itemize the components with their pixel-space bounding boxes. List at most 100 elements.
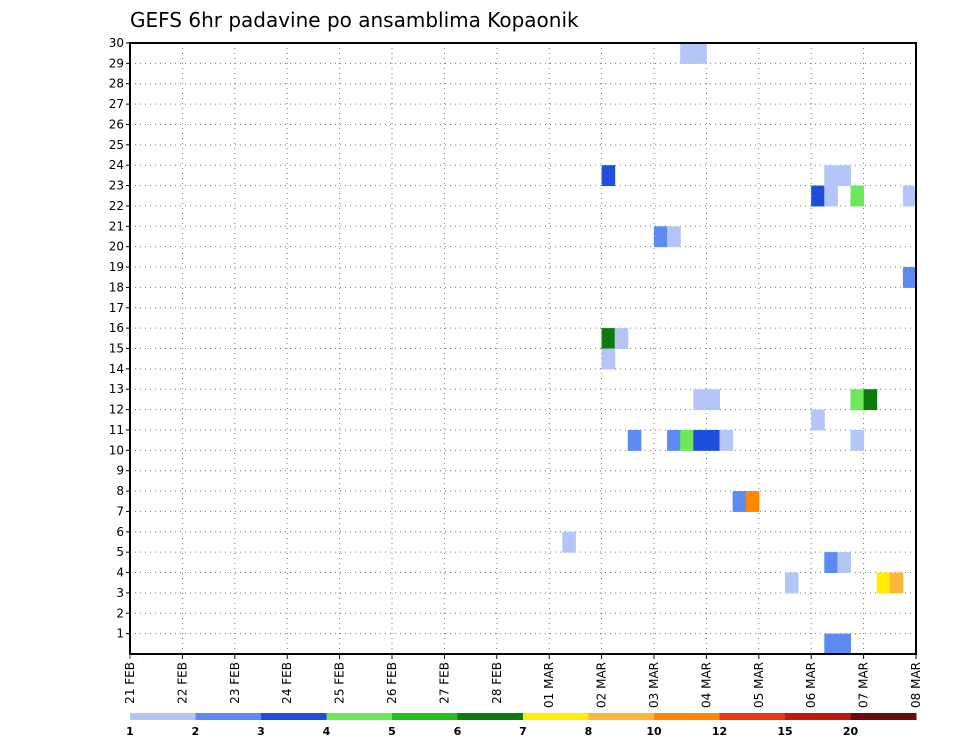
colorbar-label-3: 3: [257, 725, 265, 738]
y-tick-label-14: 14: [109, 362, 124, 376]
precip-cell-14: [706, 389, 720, 411]
y-tick-label-28: 28: [109, 77, 124, 91]
precip-cell-8: [667, 429, 681, 451]
y-tick-label-29: 29: [109, 56, 124, 70]
precip-cell-29: [850, 389, 865, 411]
precip-cell-16: [693, 43, 707, 64]
precip-cell-27: [811, 409, 825, 431]
y-tick-label-3: 3: [116, 586, 124, 600]
precip-cell-12: [719, 429, 734, 451]
colorbar-label-6: 6: [454, 725, 462, 738]
precip-cell-22: [824, 165, 838, 187]
precip-cell-35: [824, 633, 838, 655]
precip-cell-11: [706, 429, 720, 451]
precip-cell-18: [745, 491, 760, 512]
x-tick-label-7: 28 FEB: [490, 662, 504, 704]
y-tick-label-11: 11: [109, 423, 124, 437]
y-tick-label-4: 4: [116, 566, 124, 580]
x-tick-label-13: 06 MAR: [804, 662, 818, 708]
precip-cell-21: [824, 185, 838, 207]
x-tick-label-4: 25 FEB: [333, 662, 347, 704]
precip-cell-36: [837, 633, 851, 655]
precip-cell-30: [863, 389, 878, 411]
x-tick-label-0: 21 FEB: [123, 662, 137, 704]
colorbar-label-15: 15: [777, 725, 792, 738]
precip-cell-23: [837, 165, 851, 187]
colorbar-swatch-3: [261, 713, 327, 720]
x-tick-label-12: 05 MAR: [752, 662, 766, 708]
plot-frame: [129, 42, 917, 655]
y-tick-label-8: 8: [116, 484, 124, 498]
precip-cell-25: [902, 185, 917, 207]
precip-cell-33: [876, 572, 891, 594]
y-tick-label-27: 27: [109, 97, 124, 111]
y-tick-label-13: 13: [109, 382, 124, 396]
grid: [130, 42, 916, 654]
precip-cell-19: [785, 572, 799, 594]
y-tick-label-26: 26: [109, 117, 124, 131]
precip-cell-34: [889, 572, 904, 594]
precip-cell-32: [837, 552, 851, 574]
precip-cell-0: [601, 165, 616, 187]
data-cells: [562, 43, 917, 655]
colorbar-swatch-12: [850, 713, 917, 720]
y-tick-label-9: 9: [116, 464, 124, 478]
y-tick-label-2: 2: [116, 606, 124, 620]
precip-cell-9: [680, 429, 694, 451]
precip-cell-24: [850, 185, 865, 207]
x-tick-label-5: 26 FEB: [385, 662, 399, 704]
colorbar-swatch-11: [785, 713, 851, 720]
chart-title: GEFS 6hr padavine po ansamblima Kopaonik: [130, 8, 579, 32]
colorbar-label-20: 20: [843, 725, 859, 738]
precip-cell-10: [693, 429, 707, 451]
x-tick-label-2: 23 FEB: [228, 662, 242, 704]
precip-cell-6: [654, 226, 668, 248]
y-tick-label-23: 23: [109, 179, 124, 193]
y-tick-label-18: 18: [109, 280, 124, 294]
colorbar-swatch-2: [195, 713, 262, 720]
colorbar-label-10: 10: [646, 725, 662, 738]
colorbar-label-4: 4: [323, 725, 331, 738]
precip-cell-20: [811, 185, 825, 207]
precip-cell-4: [562, 531, 576, 553]
colorbar-label-5: 5: [388, 725, 396, 738]
y-tick-label-16: 16: [109, 321, 124, 335]
x-tick-label-6: 27 FEB: [437, 662, 451, 704]
colorbar-label-8: 8: [585, 725, 593, 738]
precip-cell-28: [850, 429, 865, 451]
colorbar-swatch-7: [523, 713, 589, 720]
y-tick-label-17: 17: [109, 301, 124, 315]
y-tick-label-7: 7: [116, 504, 124, 518]
colorbar-label-2: 2: [192, 725, 200, 738]
y-tick-label-19: 19: [109, 260, 124, 274]
y-axis: 1234567891011121314151617181920212223242…: [109, 36, 130, 641]
y-tick-label-20: 20: [109, 240, 124, 254]
y-tick-label-15: 15: [109, 342, 124, 356]
colorbar-label-7: 7: [519, 725, 527, 738]
colorbar-swatch-8: [588, 713, 655, 720]
precip-cell-13: [693, 389, 707, 411]
y-tick-label-12: 12: [109, 403, 124, 417]
colorbar-label-1: 1: [126, 725, 134, 738]
y-tick-label-10: 10: [109, 443, 124, 457]
x-tick-label-15: 08 MAR: [909, 662, 923, 708]
x-tick-label-11: 04 MAR: [699, 662, 713, 708]
y-tick-label-22: 22: [109, 199, 124, 213]
precip-cell-17: [732, 491, 747, 512]
colorbar-label-12: 12: [712, 725, 727, 738]
y-tick-label-1: 1: [116, 627, 124, 641]
precip-cell-1: [601, 328, 616, 349]
x-tick-label-10: 03 MAR: [647, 662, 661, 708]
precip-cell-5: [627, 429, 642, 451]
colorbar-swatch-6: [457, 713, 524, 720]
precip-cell-7: [667, 226, 681, 248]
precip-cell-15: [680, 43, 694, 64]
x-tick-label-14: 07 MAR: [857, 662, 871, 708]
colorbar-swatch-1: [130, 713, 196, 720]
precip-cell-31: [824, 552, 838, 574]
y-tick-label-24: 24: [109, 158, 124, 172]
precip-cell-26: [902, 267, 917, 288]
precip-cell-3: [601, 348, 616, 370]
